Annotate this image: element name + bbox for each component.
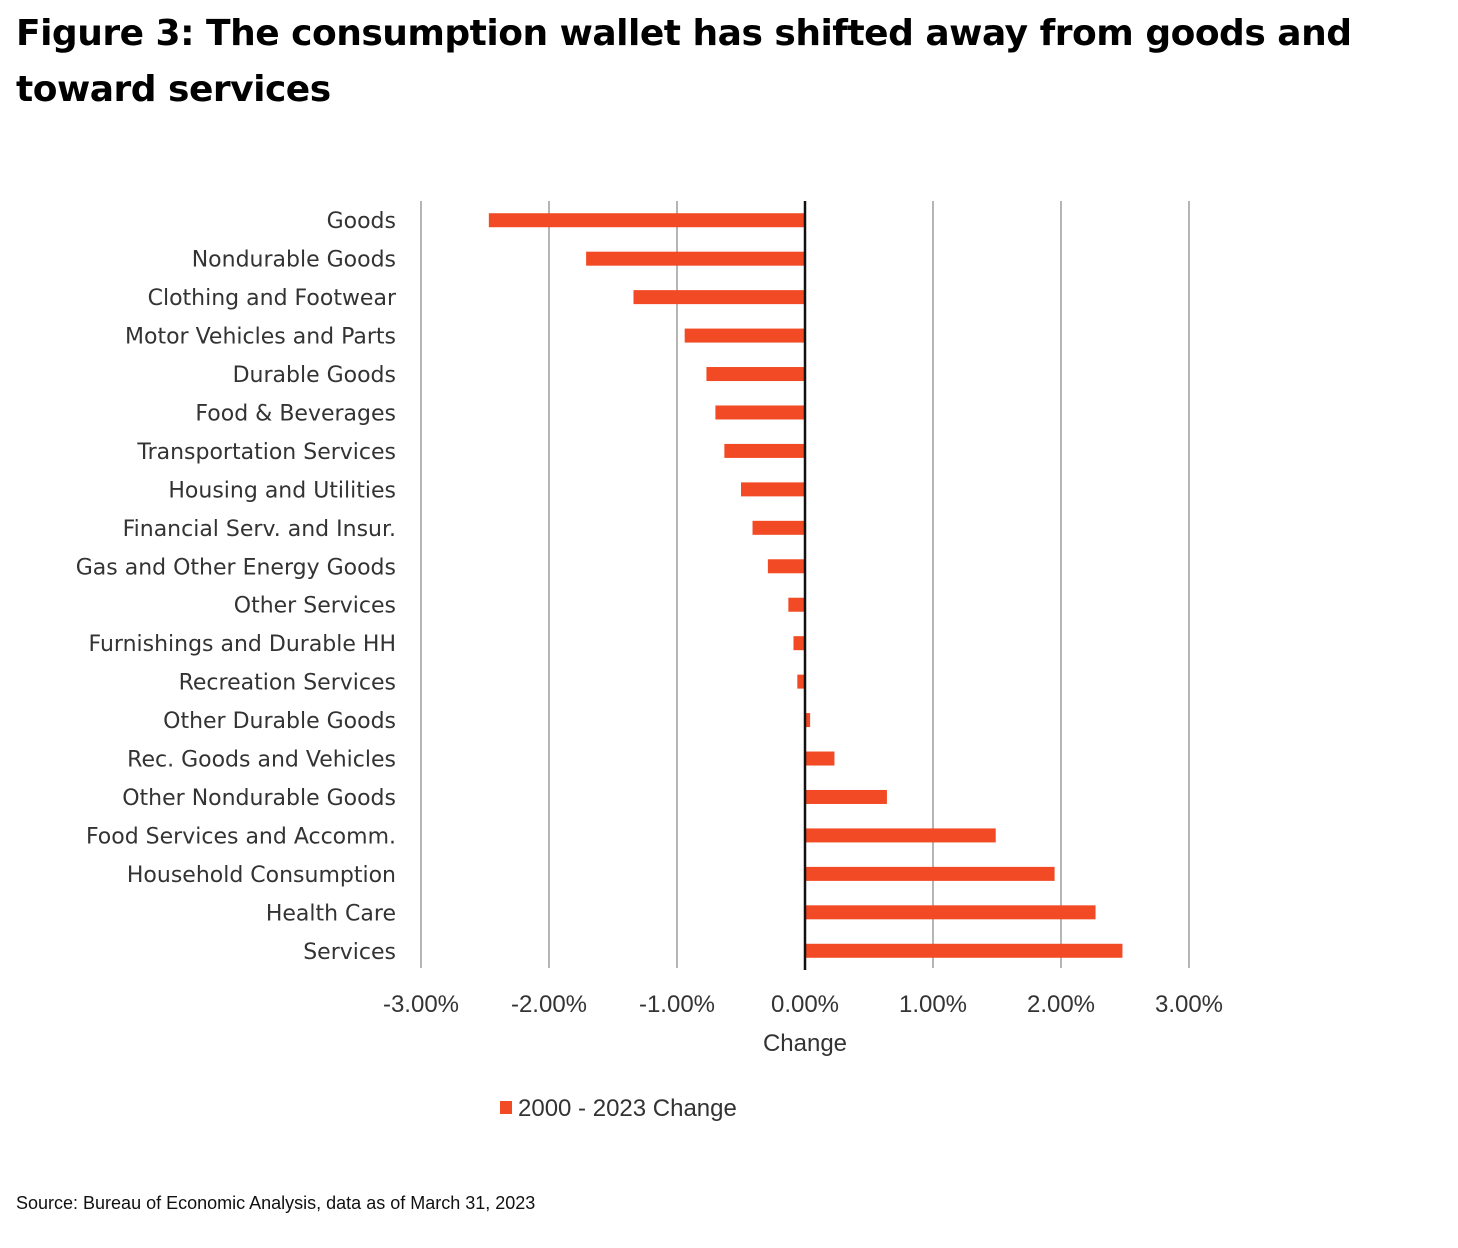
bars xyxy=(488,213,1123,958)
category-label: Rec. Goods and Vehicles xyxy=(127,748,396,773)
category-label: Other Services xyxy=(234,594,396,619)
category-label: Health Care xyxy=(266,901,396,926)
bar xyxy=(715,405,805,420)
category-label: Other Nondurable Goods xyxy=(122,786,396,811)
category-label: Housing and Utilities xyxy=(168,478,396,503)
bar xyxy=(805,866,1055,881)
bar xyxy=(706,367,805,382)
source-note: Source: Bureau of Economic Analysis, dat… xyxy=(16,1193,536,1213)
bar xyxy=(793,636,805,651)
category-label: Gas and Other Energy Goods xyxy=(76,555,396,580)
bar xyxy=(805,789,887,804)
bar xyxy=(805,905,1096,920)
figure-title: Figure 3: The consumption wallet has shi… xyxy=(16,13,1352,110)
bar xyxy=(586,251,805,266)
category-label: Transportation Services xyxy=(136,440,396,465)
x-tick-label: 2.00% xyxy=(1027,991,1095,1018)
bar xyxy=(805,751,835,766)
bar xyxy=(724,443,805,458)
category-label: Furnishings and Durable HH xyxy=(89,632,396,657)
bar xyxy=(752,520,805,535)
x-tick-label: 1.00% xyxy=(899,991,967,1018)
category-label: Financial Serv. and Insur. xyxy=(123,517,396,542)
category-labels: Goods Nondurable Goods Clothing and Footwe… xyxy=(76,209,397,965)
bar xyxy=(767,559,805,574)
bar xyxy=(805,713,811,728)
bar xyxy=(805,943,1123,958)
bar xyxy=(741,482,805,497)
legend: 2000 - 2023 Change xyxy=(500,1095,737,1122)
category-label: Motor Vehicles and Parts xyxy=(125,325,396,350)
category-label: Clothing and Footwear xyxy=(148,286,397,311)
category-label: Food & Beverages xyxy=(195,401,396,426)
category-label: Other Durable Goods xyxy=(163,709,396,734)
x-tick-label: -2.00% xyxy=(511,991,587,1018)
x-tick-label: 0.00% xyxy=(771,991,839,1018)
category-label: Food Services and Accomm. xyxy=(86,824,396,849)
category-label: Durable Goods xyxy=(233,363,396,388)
legend-label: 2000 - 2023 Change xyxy=(518,1095,737,1122)
bar xyxy=(797,674,805,689)
bar xyxy=(633,290,805,305)
legend-swatch xyxy=(500,1101,512,1114)
bar xyxy=(805,828,996,843)
category-label: Nondurable Goods xyxy=(192,248,396,273)
x-tick-label: -1.00% xyxy=(639,991,715,1018)
bar xyxy=(488,213,805,228)
x-tick-label: 3.00% xyxy=(1155,991,1223,1018)
bar xyxy=(684,328,805,343)
category-label: Services xyxy=(303,940,396,965)
category-label: Household Consumption xyxy=(127,863,396,888)
x-tick-label: -3.00% xyxy=(383,991,459,1018)
category-label: Goods xyxy=(327,209,396,234)
bar xyxy=(788,597,805,612)
x-tick-labels: -3.00% -2.00% -1.00% 0.00% 1.00% 2.00% 3.00% xyxy=(383,991,1223,1018)
x-axis-title: Change xyxy=(763,1030,847,1057)
bar-chart: Goods Nondurable Goods Clothing and Footwe… xyxy=(76,201,1223,1122)
category-label: Recreation Services xyxy=(179,671,396,696)
